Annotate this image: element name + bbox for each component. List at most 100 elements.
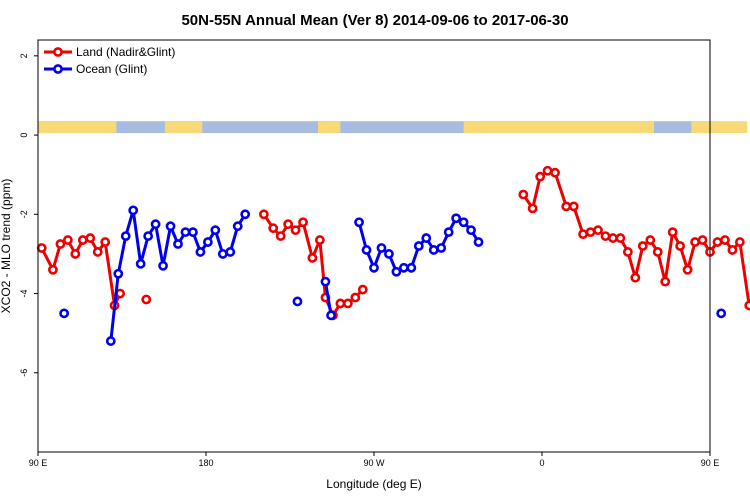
- ocean-data-point: [473, 237, 484, 247]
- legend-swatch-marker: [53, 47, 63, 57]
- land-data-point: [268, 223, 279, 234]
- ocean-data-point: [376, 243, 387, 253]
- land-data-point: [720, 235, 730, 245]
- land-data-point: [283, 219, 294, 230]
- chart-title: 50N-55N Annual Mean (Ver 8) 2014-09-06 t…: [181, 12, 568, 29]
- x-tick-label: 90 E: [701, 458, 720, 468]
- land-data-point: [667, 227, 678, 238]
- ocean-data-point: [225, 247, 236, 257]
- series-layer: [36, 165, 750, 346]
- ocean-data-point: [113, 268, 124, 279]
- ocean-data-point: [369, 262, 379, 273]
- ocean-data-point: [292, 296, 303, 307]
- ocean-data-point: [421, 233, 432, 243]
- land-data-point: [70, 249, 81, 259]
- land-data-point: [342, 298, 353, 309]
- ocean-data-point: [165, 221, 176, 232]
- x-tick-label: 180: [198, 458, 213, 468]
- legend-label: Ocean (Glint): [76, 62, 147, 76]
- land-data-point: [542, 165, 553, 176]
- ocean-data-point: [443, 227, 454, 238]
- ocean-data-point: [128, 205, 139, 216]
- ocean-data-point: [120, 231, 131, 241]
- ocean-data-point: [354, 217, 364, 228]
- ocean-band: [38, 121, 710, 134]
- land-data-point: [675, 241, 686, 251]
- land-data-point: [712, 237, 723, 247]
- land-data-point: [608, 233, 618, 243]
- ocean-data-point: [384, 249, 394, 259]
- land-data-point: [527, 203, 538, 214]
- ocean-data-point: [320, 276, 331, 287]
- series-ocean: [59, 205, 727, 346]
- land-data-point: [660, 276, 671, 287]
- ocean-data-point: [436, 243, 447, 253]
- land-data-point: [141, 294, 152, 305]
- ocean-data-point: [391, 266, 402, 277]
- land-data-point: [593, 225, 603, 236]
- ocean-data-point: [217, 249, 228, 259]
- ocean-data-point: [716, 308, 727, 319]
- land-data-point: [744, 300, 750, 311]
- land-data-point: [335, 298, 346, 309]
- land-data-point: [357, 284, 368, 295]
- ocean-series-line: [323, 281, 333, 316]
- land-data-point: [600, 231, 611, 241]
- land-data-point: [561, 201, 572, 212]
- y-tick-label: -6: [19, 369, 29, 377]
- land-patch: [463, 121, 654, 134]
- ocean-data-point: [173, 239, 183, 249]
- ocean-data-point: [240, 209, 251, 220]
- land-data-point: [690, 237, 700, 247]
- land-patch: [691, 121, 748, 134]
- land-data-point: [585, 227, 596, 238]
- land-data-point: [734, 237, 745, 247]
- legend-label: Land (Nadir&Glint): [76, 45, 175, 59]
- land-patch: [318, 121, 341, 134]
- ocean-data-point: [195, 247, 206, 257]
- land-data-point: [350, 292, 361, 303]
- ocean-data-point: [232, 221, 243, 232]
- land-data-point: [314, 235, 325, 245]
- ocean-data-point: [361, 245, 372, 255]
- ocean-series-line: [109, 208, 247, 342]
- x-tick-label: 90 E: [29, 458, 48, 468]
- ocean-data-point: [59, 308, 70, 319]
- legend: Land (Nadir&Glint) Ocean (Glint): [44, 45, 175, 76]
- ocean-data-point: [326, 310, 336, 321]
- land-data-point: [578, 229, 588, 240]
- land-data-point: [682, 264, 693, 275]
- y-axis-title: XCO2 - MLO trend (ppm): [0, 179, 13, 314]
- series-land: [36, 165, 750, 321]
- ocean-data-point: [202, 237, 213, 247]
- land-data-point: [275, 231, 286, 241]
- land-data-point: [85, 233, 96, 243]
- ocean-data-point: [413, 241, 424, 251]
- y-tick-label: -4: [19, 290, 29, 298]
- land-data-point: [290, 225, 301, 236]
- land-patch: [164, 121, 203, 134]
- land-data-point: [630, 272, 641, 283]
- legend-item-land: Land (Nadir&Glint): [44, 45, 175, 59]
- land-data-point: [652, 247, 663, 257]
- y-tick-label: 0: [19, 133, 29, 138]
- land-data-point: [645, 235, 656, 245]
- land-data-point: [92, 247, 103, 257]
- land-data-point: [550, 167, 560, 178]
- ocean-data-point: [210, 225, 221, 236]
- land-data-point: [298, 217, 308, 228]
- land-data-point: [307, 252, 318, 263]
- land-data-point: [55, 239, 66, 249]
- y-axis: 2 0 -2 -4 -6: [19, 53, 38, 377]
- y-tick-label: -2: [19, 210, 29, 218]
- ocean-data-point: [398, 262, 409, 273]
- ocean-data-point: [458, 217, 469, 228]
- land-patch: [38, 121, 117, 134]
- ocean-data-point: [188, 227, 198, 238]
- ocean-data-point: [150, 219, 161, 230]
- land-data-point: [62, 235, 73, 245]
- landmask-band: [38, 121, 748, 134]
- ocean-data-point: [428, 245, 439, 255]
- x-tick-label: 0: [539, 458, 544, 468]
